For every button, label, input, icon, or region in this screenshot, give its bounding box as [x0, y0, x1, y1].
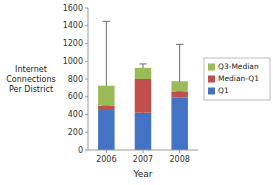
- bar-segment: [171, 91, 188, 97]
- y-tick-label: 800: [68, 75, 83, 84]
- bar-segment: [135, 68, 152, 79]
- x-tick-label: 2008: [169, 155, 189, 164]
- y-tick-label: 0: [78, 146, 83, 155]
- y-tick: [85, 132, 88, 133]
- x-axis-label: Year: [132, 169, 152, 179]
- y-tick-label: 1000: [63, 57, 83, 66]
- y-tick-label: 1200: [63, 39, 83, 48]
- chart: 0 200 400 600 800 1000 1200 1400 1600 2006 2007 200…: [0, 0, 273, 185]
- y-tick: [85, 43, 88, 44]
- x-tick-label: 2006: [96, 155, 116, 164]
- legend-swatch: [208, 76, 215, 83]
- y-tick-label: 200: [68, 128, 83, 137]
- bar-segment: [135, 113, 152, 150]
- y-tick: [85, 150, 88, 151]
- bar-segment: [171, 81, 188, 91]
- y-tick: [85, 96, 88, 97]
- bar-segment: [98, 86, 115, 106]
- x-tick: [179, 150, 180, 153]
- legend-label: Q3-Median: [218, 62, 259, 71]
- whisker-cap-high: [176, 44, 183, 45]
- x-tick-label: 2007: [133, 155, 153, 164]
- y-tick-label: 600: [68, 92, 83, 101]
- x-tick: [143, 150, 144, 153]
- y-tick-label: 1400: [63, 21, 83, 30]
- bar-segment: [135, 79, 152, 113]
- whisker-cap-high: [103, 21, 110, 22]
- bar-segment: [98, 106, 115, 110]
- y-tick: [85, 8, 88, 9]
- y-tick-label: 400: [68, 110, 83, 119]
- y-axis-label: InternetConnectionsPer District: [6, 65, 55, 94]
- legend-swatch: [208, 88, 215, 95]
- y-axis-label-line: Internet: [15, 65, 47, 74]
- legend-frame: [204, 58, 270, 100]
- y-tick: [85, 79, 88, 80]
- whisker-cap-high: [139, 63, 146, 64]
- y-tick: [85, 114, 88, 115]
- legend-swatch: [208, 64, 215, 71]
- legend-label: Median-Q1: [218, 74, 259, 83]
- legend-label: Q1: [218, 86, 229, 95]
- y-tick: [85, 25, 88, 26]
- x-tick: [106, 150, 107, 153]
- y-axis-label-line: Per District: [9, 85, 53, 94]
- legend: Q3-Median Median-Q1 Q1: [204, 58, 270, 100]
- bar-segment: [98, 110, 115, 150]
- y-tick: [85, 61, 88, 62]
- y-tick-label: 1600: [63, 4, 83, 13]
- bar-segment: [171, 98, 188, 150]
- y-axis-label-line: Connections: [6, 75, 55, 84]
